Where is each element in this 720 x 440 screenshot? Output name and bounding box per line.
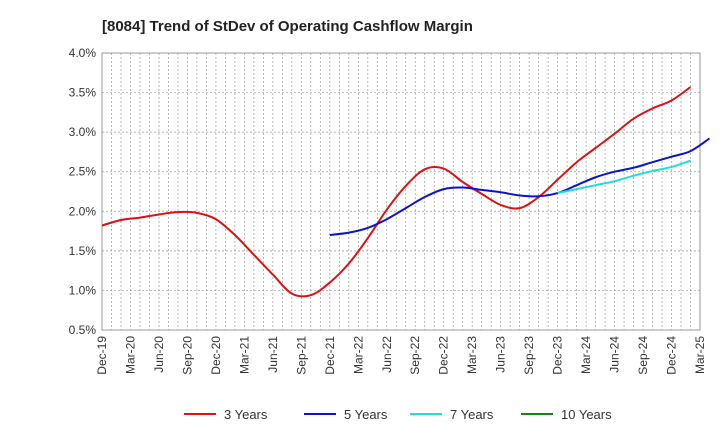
y-tick-label: 3.5% <box>69 86 97 100</box>
x-tick-label: Dec-21 <box>323 336 337 375</box>
legend-label: 5 Years <box>344 407 388 422</box>
x-tick-label: Jun-21 <box>266 336 280 373</box>
x-axis-ticks: Dec-19 Mar-20 Jun-20 Sep-20 Dec-20 Mar-21 Jun-… <box>95 336 707 375</box>
y-axis-ticks: 0.5% 1.0% 1.5% 2.0% 2.5% 3.0% 3.5% 4.0% <box>69 46 97 337</box>
series-lines <box>101 86 711 298</box>
series-line-3 <box>557 159 691 195</box>
x-tick-label: Mar-23 <box>465 336 479 374</box>
x-tick-label: Dec-19 <box>95 336 109 375</box>
x-tick-label: Mar-22 <box>351 336 365 374</box>
x-tick-label: Mar-25 <box>693 336 707 374</box>
y-tick-label: 3.0% <box>69 125 97 139</box>
x-tick-label: Sep-21 <box>294 336 308 375</box>
x-tick-label: Jun-22 <box>380 336 394 373</box>
y-tick-label: 1.5% <box>69 244 97 258</box>
y-tick-label: 4.0% <box>69 46 97 60</box>
legend: 3 Years 5 Years 7 Years 10 Years <box>184 407 612 422</box>
y-tick-label: 2.5% <box>69 165 97 179</box>
legend-label: 3 Years <box>224 407 268 422</box>
y-tick-label: 1.0% <box>69 283 97 297</box>
legend-label: 7 Years <box>450 407 494 422</box>
legend-label: 10 Years <box>561 407 612 422</box>
x-tick-label: Mar-24 <box>579 336 593 374</box>
chart-title: [8084] Trend of StDev of Operating Cashf… <box>102 18 473 35</box>
series-line-1 <box>101 86 692 298</box>
series-line-2 <box>329 137 711 237</box>
x-tick-label: Mar-21 <box>237 336 251 374</box>
x-tick-label: Dec-24 <box>665 336 679 375</box>
y-tick-label: 0.5% <box>69 323 97 337</box>
x-tick-label: Dec-23 <box>551 336 565 375</box>
x-tick-label: Sep-22 <box>408 336 422 375</box>
x-tick-label: Dec-22 <box>437 336 451 375</box>
x-tick-label: Jun-24 <box>608 336 622 373</box>
x-tick-label: Dec-20 <box>209 336 223 375</box>
x-tick-label: Jun-23 <box>494 336 508 373</box>
x-tick-label: Jun-20 <box>152 336 166 373</box>
x-tick-label: Mar-20 <box>123 336 137 374</box>
x-tick-label: Sep-23 <box>522 336 536 375</box>
y-tick-label: 2.0% <box>69 204 97 218</box>
x-tick-label: Sep-20 <box>180 336 194 375</box>
x-tick-label: Sep-24 <box>636 336 650 375</box>
